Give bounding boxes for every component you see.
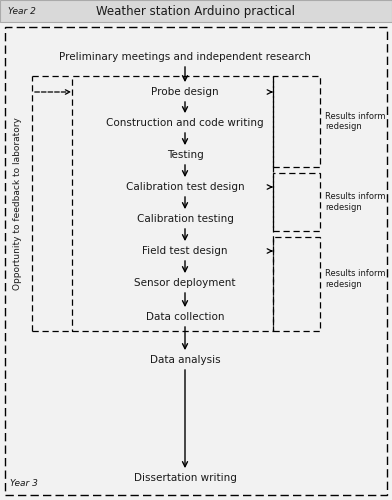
Text: Results inform
redesign: Results inform redesign (325, 112, 385, 131)
Bar (0, 0, 392, 22)
Bar (273, 237, 320, 331)
Text: Field test design: Field test design (142, 246, 228, 256)
Bar (273, 76, 320, 167)
Text: Year 3: Year 3 (10, 479, 38, 488)
Text: Calibration testing: Calibration testing (136, 214, 234, 224)
Text: Testing: Testing (167, 150, 203, 160)
Bar (72, 76, 273, 331)
Text: Preliminary meetings and independent research: Preliminary meetings and independent res… (59, 52, 311, 62)
Text: Sensor deployment: Sensor deployment (134, 278, 236, 288)
Text: Results inform
redesign: Results inform redesign (325, 270, 385, 288)
Text: Construction and code writing: Construction and code writing (106, 118, 264, 128)
Text: Data collection: Data collection (146, 312, 224, 322)
Text: Calibration test design: Calibration test design (126, 182, 244, 192)
Text: Results inform
redesign: Results inform redesign (325, 192, 385, 212)
Text: Weather station Arduino practical: Weather station Arduino practical (96, 4, 296, 18)
Text: Probe design: Probe design (151, 87, 219, 97)
Bar (273, 173, 320, 231)
Text: Year 2: Year 2 (8, 6, 36, 16)
Text: Data analysis: Data analysis (150, 355, 220, 365)
Text: Dissertation writing: Dissertation writing (134, 473, 236, 483)
Text: Opportunity to feedback to laboratory: Opportunity to feedback to laboratory (13, 117, 22, 290)
